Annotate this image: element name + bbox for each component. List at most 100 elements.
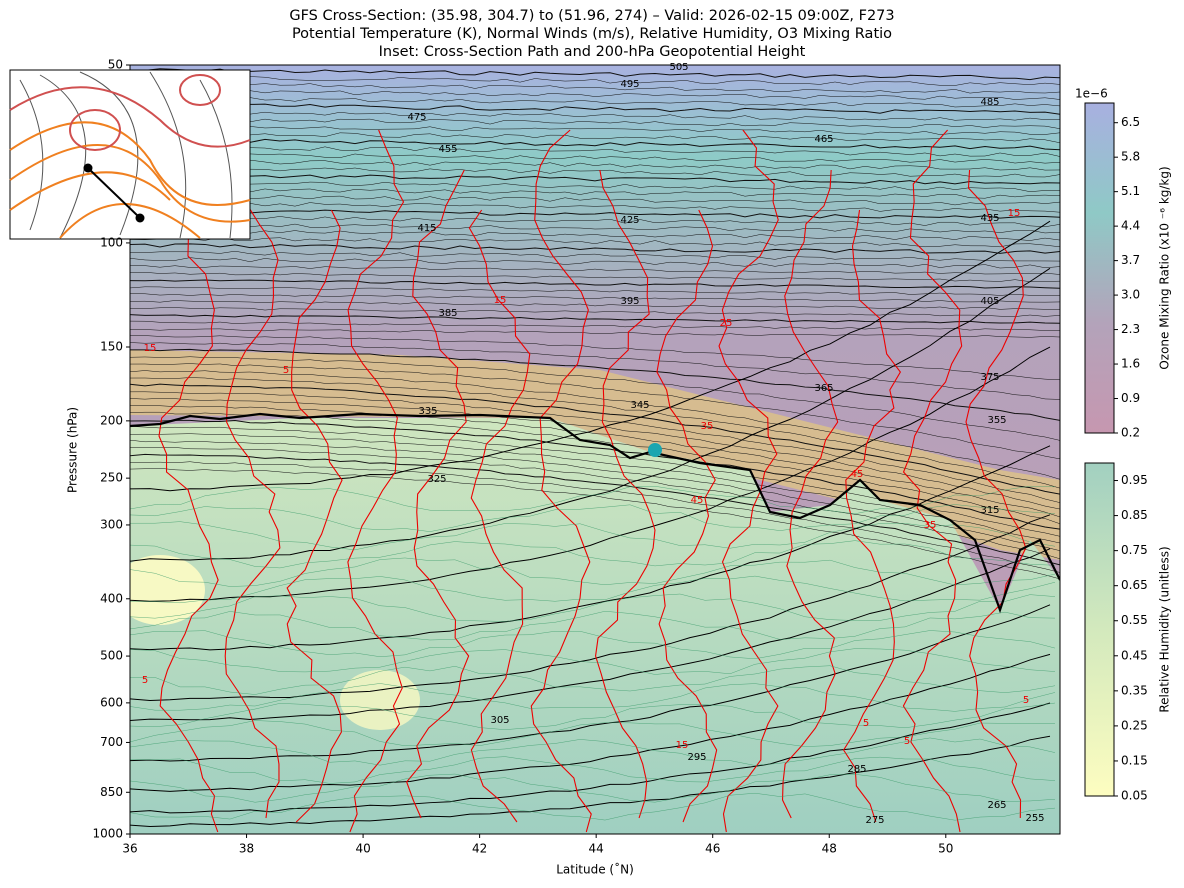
isentrope	[130, 132, 1060, 144]
colorbar	[1084, 462, 1115, 797]
wind-contour	[347, 129, 405, 833]
isentrope	[130, 307, 1060, 317]
isentrope	[130, 548, 1051, 722]
isentrope	[130, 702, 1051, 814]
colorbar-tick-label: 1.6	[1121, 357, 1140, 371]
isentrope	[130, 111, 1060, 121]
wind-label: 5	[863, 718, 869, 729]
isentrope	[130, 221, 1060, 234]
wind-contour	[656, 209, 718, 823]
y-tick-label: 50	[108, 58, 123, 72]
contour-label: 505	[669, 62, 688, 73]
isentrope	[130, 82, 1060, 94]
chart-subtitle: Inset: Cross-Section Path and 200-hPa Ge…	[379, 44, 806, 60]
isentrope	[130, 267, 1051, 562]
colorbar-tick-label: 6.5	[1121, 115, 1140, 129]
contour-label: 345	[630, 400, 649, 411]
isentrope	[130, 138, 1060, 151]
colorbar-tick-label: 3.0	[1121, 288, 1140, 302]
wind-contour	[224, 169, 281, 819]
humidity-contour	[130, 557, 1056, 587]
isentrope	[130, 208, 1060, 219]
dry-region	[340, 670, 420, 730]
isentrope	[130, 461, 1060, 573]
isentrope	[130, 152, 1060, 164]
contour-label: 365	[814, 383, 833, 394]
contour-label: 265	[987, 800, 1006, 811]
wind-label: 5	[904, 736, 910, 747]
humidity-contour	[130, 737, 1056, 766]
colorbar-tick-label: 0.25	[1121, 718, 1148, 732]
y-tick-label: 850	[100, 785, 123, 799]
humidity-contour	[130, 630, 1056, 659]
y-tick-label: 600	[100, 695, 123, 709]
isentrope	[130, 257, 1060, 269]
isentrope	[130, 123, 1060, 135]
wind-label: 15	[144, 343, 157, 354]
colorbar-tick-label: 0.15	[1121, 753, 1148, 767]
isentrope	[130, 342, 1060, 400]
colorbar-tick-label: 0.95	[1121, 473, 1148, 487]
wind-label: 5	[283, 365, 289, 376]
x-tick-label: 36	[122, 842, 137, 856]
humidity-contour	[130, 683, 1056, 712]
colorbar-tick-label: 0.55	[1121, 613, 1148, 627]
contour-label: 355	[987, 415, 1006, 426]
isentrope	[130, 346, 1051, 602]
isentrope	[130, 320, 1060, 331]
wind-label: 5	[1023, 695, 1029, 706]
isentrope	[130, 89, 1060, 100]
isentrope	[130, 445, 1051, 651]
humidity-contour	[130, 793, 1056, 821]
contour-label: 325	[427, 474, 446, 485]
isentrope	[130, 250, 1060, 262]
isentrope	[130, 453, 1060, 566]
wind-label: 45	[691, 495, 704, 506]
colorbar-tick-label: 0.65	[1121, 578, 1148, 592]
isentrope	[130, 215, 1060, 228]
y-axis-label: Pressure (hPa)	[66, 407, 80, 493]
colorbar-tick-label: 3.7	[1121, 253, 1140, 267]
x-tick-label: 40	[355, 842, 370, 856]
humidity-contour	[130, 540, 1056, 569]
isentrope	[130, 370, 1060, 480]
colorbar-tick-label: 0.75	[1121, 543, 1148, 557]
humidity-contour	[130, 611, 1056, 641]
contour-label: 305	[490, 715, 509, 726]
contour-label: 395	[620, 296, 639, 307]
colorbar	[1084, 102, 1115, 434]
isentrope	[130, 243, 1060, 254]
y-tick-label: 250	[100, 471, 123, 485]
isentrope	[130, 188, 1060, 199]
humidity-contour	[130, 485, 1056, 514]
isentrope	[130, 335, 1060, 381]
isentrope	[130, 419, 1060, 530]
contour-label: 405	[980, 296, 999, 307]
contour-label: 475	[407, 112, 426, 123]
wind-contour	[902, 129, 963, 833]
colorbar-tick-label: 5.8	[1121, 150, 1140, 164]
humidity-contour	[130, 575, 1056, 604]
isentrope	[130, 356, 1060, 441]
contour-label: 435	[980, 213, 999, 224]
wind-label: 25	[720, 318, 733, 329]
colorbar-label: Relative Humidity (unitless)	[1158, 546, 1172, 712]
wind-label: 15	[1008, 208, 1021, 219]
x-tick-label: 46	[705, 842, 720, 856]
x-tick-label: 50	[938, 842, 953, 856]
y-tick-label: 1000	[92, 827, 123, 841]
contour-label: 425	[620, 215, 639, 226]
y-tick-label: 500	[100, 649, 123, 663]
colorbar-tick-label: 2.3	[1121, 322, 1140, 336]
y-tick-label: 700	[100, 735, 123, 749]
isentrope	[130, 300, 1060, 310]
humidity-contour	[130, 504, 1056, 532]
isentrope	[130, 293, 1060, 303]
isentrope	[130, 447, 1060, 560]
chart-subtitle: Potential Temperature (K), Normal Winds …	[292, 26, 892, 42]
isentrope	[130, 117, 1060, 129]
colorbar-tick-label: 4.4	[1121, 219, 1140, 233]
wind-contour	[842, 209, 902, 823]
contour-label: 295	[687, 752, 706, 763]
